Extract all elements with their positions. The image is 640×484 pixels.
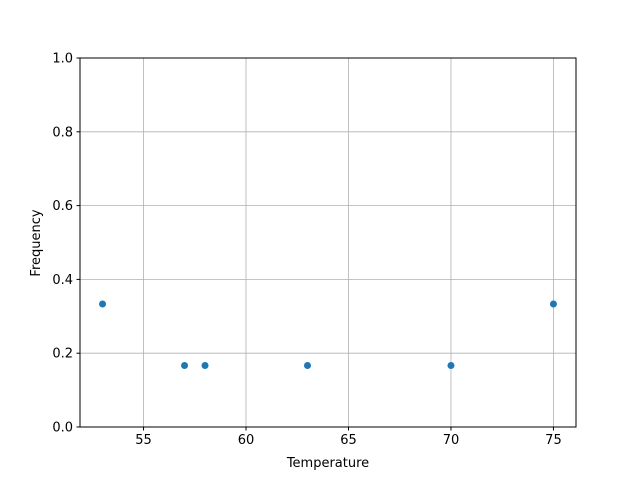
data-point: [181, 361, 189, 369]
grid: [80, 57, 576, 428]
y-tick-label: 0.0: [52, 421, 73, 436]
plot-frame: [79, 57, 577, 428]
y-tick-label: 1.0: [52, 52, 73, 67]
data-point: [447, 361, 455, 369]
x-tick-label: 60: [238, 433, 255, 448]
y-tick-label: 0.2: [52, 347, 73, 362]
data-point: [549, 300, 557, 308]
ticks: 55 60 65 70 75 0.0 0.2 0.4 0.6 0.8 1.0: [52, 52, 561, 449]
data-point: [304, 361, 312, 369]
y-tick-label: 0.6: [52, 199, 73, 214]
x-tick-label: 75: [545, 433, 562, 448]
data-points: [99, 300, 557, 369]
data-point: [201, 361, 209, 369]
data-point: [99, 300, 107, 308]
x-tick-label: 55: [135, 433, 152, 448]
x-tick-label: 65: [340, 433, 357, 448]
x-tick-label: 70: [443, 433, 460, 448]
x-axis-label: Temperature: [286, 456, 369, 471]
y-tick-label: 0.8: [52, 125, 73, 140]
y-axis-label: Frequency: [29, 209, 44, 276]
y-tick-label: 0.4: [52, 273, 73, 288]
